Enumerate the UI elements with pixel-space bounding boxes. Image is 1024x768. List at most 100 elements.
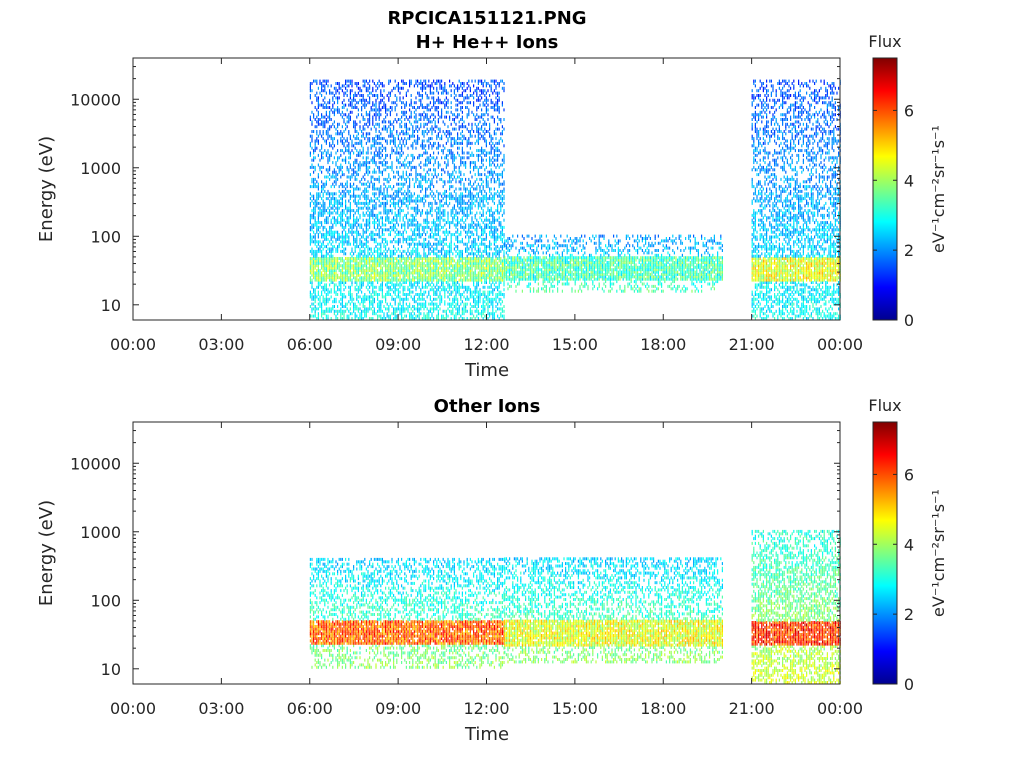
heat-cell <box>354 281 356 284</box>
heat-cell <box>433 127 435 131</box>
heat-cell <box>345 79 347 83</box>
heat-cell <box>357 168 359 172</box>
heat-cell <box>372 182 374 186</box>
heat-cell <box>333 312 335 316</box>
heat-cell <box>439 209 441 213</box>
heat-cell <box>381 257 383 260</box>
heat-cell <box>444 103 446 107</box>
heat-cell <box>450 290 452 294</box>
heat-cell <box>317 139 319 143</box>
heat-cell <box>378 108 380 112</box>
heat-cell <box>389 106 391 109</box>
heat-cell <box>378 300 380 304</box>
heat-cell <box>417 309 419 313</box>
heat-cell <box>364 300 366 304</box>
heat-cell <box>321 84 323 88</box>
heat-cell <box>389 278 391 282</box>
heat-cell <box>313 79 315 83</box>
heat-cell <box>356 233 358 237</box>
heat-cell <box>442 101 444 105</box>
heat-cell <box>370 257 372 260</box>
heat-cell <box>409 134 411 138</box>
heat-cell <box>442 120 444 124</box>
heat-cell <box>420 264 422 268</box>
heat-cell <box>415 118 417 121</box>
heat-cell <box>423 110 425 114</box>
heat-cell <box>394 118 396 121</box>
heat-cell <box>356 297 358 301</box>
heat-cell <box>349 110 351 114</box>
heat-cell <box>365 276 367 280</box>
heat-cell <box>332 261 334 265</box>
heat-cell <box>330 228 332 232</box>
heat-cell <box>354 276 356 280</box>
heat-cell <box>349 115 351 119</box>
heat-cell <box>468 156 470 160</box>
heat-cell <box>417 283 419 287</box>
heat-cell <box>309 221 311 225</box>
heat-cell <box>468 259 470 263</box>
heat-cell <box>362 84 364 88</box>
heat-cell <box>407 153 409 157</box>
heat-cell <box>393 309 395 313</box>
heat-cell <box>364 187 366 191</box>
heat-cell <box>311 163 313 167</box>
heat-cell <box>309 216 311 220</box>
heat-cell <box>461 151 463 155</box>
heat-cell <box>345 206 347 210</box>
heat-cell <box>431 125 433 129</box>
heat-cell <box>468 96 470 100</box>
heat-cell <box>449 252 451 256</box>
heat-cell <box>362 127 364 131</box>
heat-cell <box>356 161 358 165</box>
heat-cell <box>466 201 468 205</box>
heat-cell <box>348 98 350 102</box>
heat-cell <box>447 130 449 133</box>
heat-cell <box>437 79 439 83</box>
figure-title: RPCICA151121.PNG <box>387 8 586 29</box>
heat-cell <box>357 264 359 268</box>
heat-cell <box>313 211 315 215</box>
heat-cell <box>389 120 391 124</box>
heat-cell <box>394 300 396 304</box>
heat-cell <box>393 218 395 222</box>
heat-cell <box>319 261 321 265</box>
heat-cell <box>452 281 454 284</box>
heat-cell <box>322 125 324 129</box>
heat-cell <box>402 82 404 85</box>
heat-cell <box>420 302 422 306</box>
heat-cell <box>450 153 452 157</box>
heat-cell <box>439 295 441 299</box>
heat-cell <box>421 278 423 282</box>
heat-cell <box>441 177 443 181</box>
heat-cell <box>447 278 449 282</box>
heat-cell <box>353 144 355 148</box>
heat-cell <box>405 103 407 107</box>
heat-cell <box>324 266 326 270</box>
heat-cell <box>377 113 379 117</box>
heat-cell <box>401 79 403 83</box>
heat-cell <box>357 245 359 249</box>
heat-cell <box>423 86 425 90</box>
heat-cell <box>309 82 311 85</box>
heat-cell <box>313 149 315 153</box>
heat-cell <box>461 146 463 150</box>
heat-cell <box>388 185 390 189</box>
heat-cell <box>383 177 385 181</box>
heat-cell <box>325 106 327 109</box>
heat-cell <box>348 156 350 160</box>
heat-cell <box>466 297 468 301</box>
heat-cell <box>436 259 438 263</box>
heat-cell <box>471 266 473 270</box>
heat-cell <box>349 211 351 215</box>
heat-cell <box>402 175 404 179</box>
heat-cell <box>380 156 382 160</box>
heat-cell <box>361 108 363 112</box>
heat-cell <box>409 120 411 124</box>
heat-cell <box>421 106 423 109</box>
heat-cell <box>317 101 319 105</box>
heat-cell <box>346 317 348 320</box>
heat-cell <box>325 309 327 313</box>
heat-cell <box>322 235 324 239</box>
heat-cell <box>309 242 311 246</box>
